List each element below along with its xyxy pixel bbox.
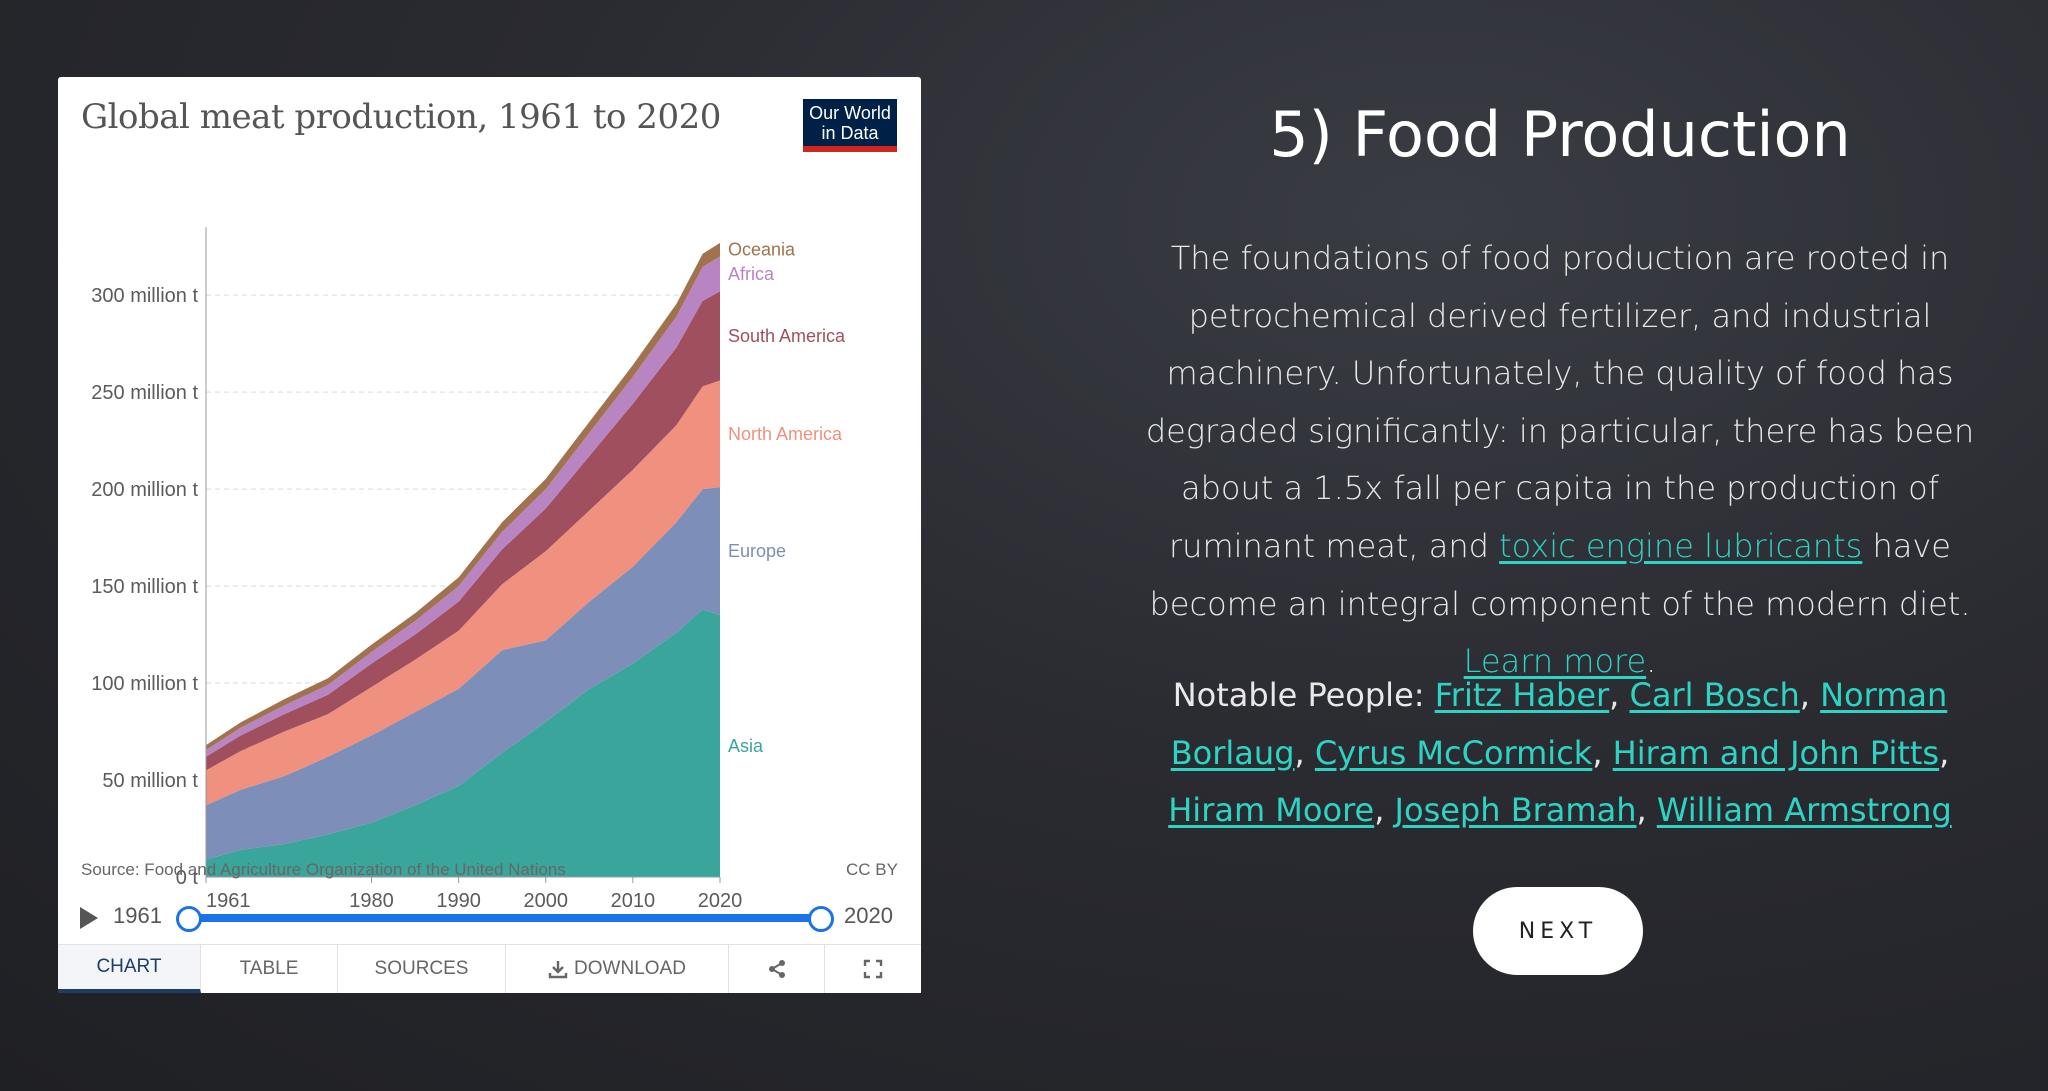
x-tick-label: 1961 [206,890,251,912]
page-title: 5) Food Production [1269,98,1851,171]
chart-tabs: CHART TABLE SOURCES DOWNLOAD [58,944,921,993]
logo-line-2: in Data [821,123,879,143]
area-asia [206,609,720,877]
fullscreen-icon [863,959,883,979]
people-separator: , [1592,733,1613,772]
y-tick-label: 150 million t [91,576,198,598]
series-label-oceania: Oceania [728,240,796,260]
people-separator: , [1294,733,1315,772]
logo-accent-bar [803,146,897,152]
x-tick-label: 2020 [698,890,743,912]
tab-download[interactable]: DOWNLOAD [506,945,729,993]
description-paragraph: The foundations of food production are r… [1125,230,1995,691]
timeline: 1961 2020 [58,895,921,939]
tab-sources-label: SOURCES [374,958,469,979]
people-separator: , [1609,676,1630,714]
x-tick-label: 2010 [611,890,656,912]
y-tick-label: 250 million t [91,382,198,404]
person-link-norman-borlaug[interactable]: Norman Borlaug [1170,676,1948,772]
share-icon [768,960,785,978]
tab-table-label: TABLE [239,958,299,979]
play-icon[interactable] [80,907,98,929]
notable-people: Notable People: Fritz Haber, Carl Bosch,… [1125,667,1995,840]
area-north-america [206,380,720,806]
y-tick-label: 200 million t [91,479,198,501]
y-tick-label: 100 million t [91,673,198,695]
person-link-fritz-haber[interactable]: Fritz Haber [1434,676,1610,714]
chart-title: Global meat production, 1961 to 2020 [81,97,721,137]
tab-sources[interactable]: SOURCES [338,945,506,993]
chart-license[interactable]: CC BY [846,860,898,879]
para-text-2: have become an integral component of the… [1149,526,1971,623]
timeline-start-label: 1961 [113,903,162,928]
people-separator: , [1799,676,1821,714]
chart-source[interactable]: Source: Food and Agriculture Organizatio… [81,860,566,879]
x-tick-label: 1990 [436,890,481,912]
series-label-south-america: South America [728,326,846,346]
meat-production-area-chart: 0 t 50 million t 100 million t 150 million … [91,227,846,912]
tab-chart-label: CHART [96,956,162,977]
people-separator: , [1939,733,1950,772]
x-tick-label: 2000 [524,890,569,912]
y-tick-label: 50 million t [102,770,198,792]
x-tick-label: 1980 [349,890,394,912]
person-link-hiram-john-pitts[interactable]: Hiram and John Pitts [1612,733,1940,772]
timeline-start-handle[interactable] [176,906,202,932]
person-link-hiram-moore[interactable]: Hiram Moore [1168,791,1375,830]
tab-table[interactable]: TABLE [201,945,338,993]
tab-share[interactable] [729,945,825,993]
person-link-joseph-bramah[interactable]: Joseph Bramah [1394,791,1637,830]
area-europe [206,487,720,860]
tab-chart[interactable]: CHART [58,945,201,993]
y-tick-label: 0 t [176,867,199,889]
logo-line-1: Our World [809,103,891,123]
people-separator: , [1636,791,1657,830]
tab-fullscreen[interactable] [825,945,921,993]
owid-logo[interactable]: Our World in Data [803,99,897,152]
chart-card: Global meat production, 1961 to 2020 Our… [58,77,921,993]
timeline-end-handle[interactable] [808,906,834,932]
series-label-asia: Asia [728,736,764,756]
y-tick-label: 300 million t [91,285,198,307]
next-button[interactable]: NEXT [1473,887,1643,975]
timeline-end-label: 2020 [844,903,893,928]
download-icon [548,961,568,979]
series-label-north-america: North America [728,424,843,444]
toxic-lubricants-link[interactable]: toxic engine lubricants [1499,526,1863,565]
people-label: Notable People: [1172,676,1435,714]
learn-more-link[interactable]: Learn more [1463,642,1647,681]
para-end: . [1646,642,1657,681]
tab-download-label: DOWNLOAD [574,958,686,979]
para-text-1: The foundations of food production are r… [1145,239,1975,565]
person-link-carl-bosch[interactable]: Carl Bosch [1629,676,1800,714]
series-label-africa: Africa [728,264,775,284]
series-label-europe: Europe [728,541,786,561]
person-link-cyrus-mccormick[interactable]: Cyrus McCormick [1314,733,1593,772]
timeline-track[interactable] [188,914,820,922]
people-separator: , [1374,791,1395,830]
person-link-william-armstrong[interactable]: William Armstrong [1656,791,1952,830]
